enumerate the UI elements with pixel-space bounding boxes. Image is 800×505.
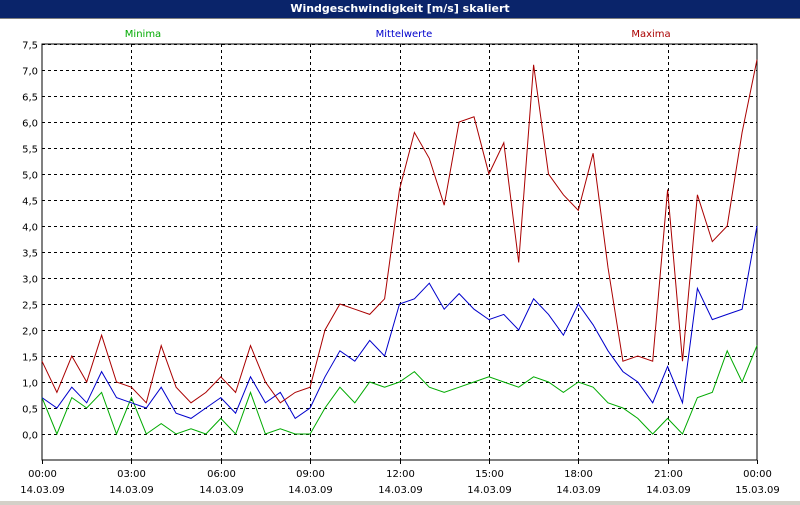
x-tick-date: 14.03.09 xyxy=(109,485,154,496)
y-tick-label: 5,0 xyxy=(22,171,38,182)
axes: 0,0 0,5 1,0 1,5 2,0 2,5 3,0 3,5 4,0 4,5 5,0 5,5 6,0 6… xyxy=(20,41,780,497)
x-tick-date: 14.03.09 xyxy=(646,485,691,496)
legend-mittelwerte: Mittelwerte xyxy=(376,29,433,40)
x-tick-time: 00:00 xyxy=(28,469,57,480)
x-tick-date: 14.03.09 xyxy=(20,485,65,496)
x-tick-date: 14.03.09 xyxy=(378,485,423,496)
x-tick-date: 14.03.09 xyxy=(556,485,601,496)
y-tick-label: 2,5 xyxy=(22,301,38,312)
x-tick-time: 18:00 xyxy=(564,469,593,480)
x-tick-date: 14.03.09 xyxy=(199,485,244,496)
grid xyxy=(42,44,757,460)
series-line-min xyxy=(41,345,758,436)
x-tick-time: 00:00 xyxy=(743,469,772,480)
y-tick-label: 2,0 xyxy=(22,327,38,338)
window-title: Windgeschwindigkeit [m/s] skaliert xyxy=(0,0,800,18)
plot-border xyxy=(41,43,758,461)
x-tick-time: 03:00 xyxy=(117,469,146,480)
y-tick-label: 7,0 xyxy=(22,67,38,78)
x-tick-time: 06:00 xyxy=(207,469,236,480)
chart-area: 0,0 0,5 1,0 1,5 2,0 2,5 3,0 3,5 4,0 4,5 5,0 5,5 6,0 6… xyxy=(0,18,800,501)
y-tick-label: 1,0 xyxy=(22,379,38,390)
y-tick-label: 7,5 xyxy=(22,41,38,52)
x-tick-time: 15:00 xyxy=(475,469,504,480)
legend-maxima: Maxima xyxy=(631,29,670,40)
y-tick-label: 1,5 xyxy=(22,353,38,364)
y-tick-label: 5,5 xyxy=(22,145,38,156)
y-tick-label: 6,5 xyxy=(22,93,38,104)
x-tick-date: 15.03.09 xyxy=(735,485,780,496)
series-line-max xyxy=(41,59,758,404)
x-tick-time: 09:00 xyxy=(296,469,325,480)
y-tick-label: 0,0 xyxy=(22,431,38,442)
wind-speed-chart: 0,0 0,5 1,0 1,5 2,0 2,5 3,0 3,5 4,0 4,5 5,0 5,5 6,0 6… xyxy=(20,29,780,497)
y-tick-label: 4,0 xyxy=(22,223,38,234)
series-line-mean xyxy=(41,225,758,420)
y-tick-label: 3,0 xyxy=(22,275,38,286)
x-tick-date: 14.03.09 xyxy=(288,485,333,496)
legend-minima: Minima xyxy=(125,29,161,40)
y-tick-label: 0,5 xyxy=(22,405,38,416)
series xyxy=(41,59,758,436)
y-tick-label: 6,0 xyxy=(22,119,38,130)
x-tick-time: 21:00 xyxy=(654,469,683,480)
y-tick-label: 3,5 xyxy=(22,249,38,260)
x-tick-time: 12:00 xyxy=(386,469,415,480)
x-tick-date: 14.03.09 xyxy=(467,485,512,496)
y-tick-label: 4,5 xyxy=(22,197,38,208)
